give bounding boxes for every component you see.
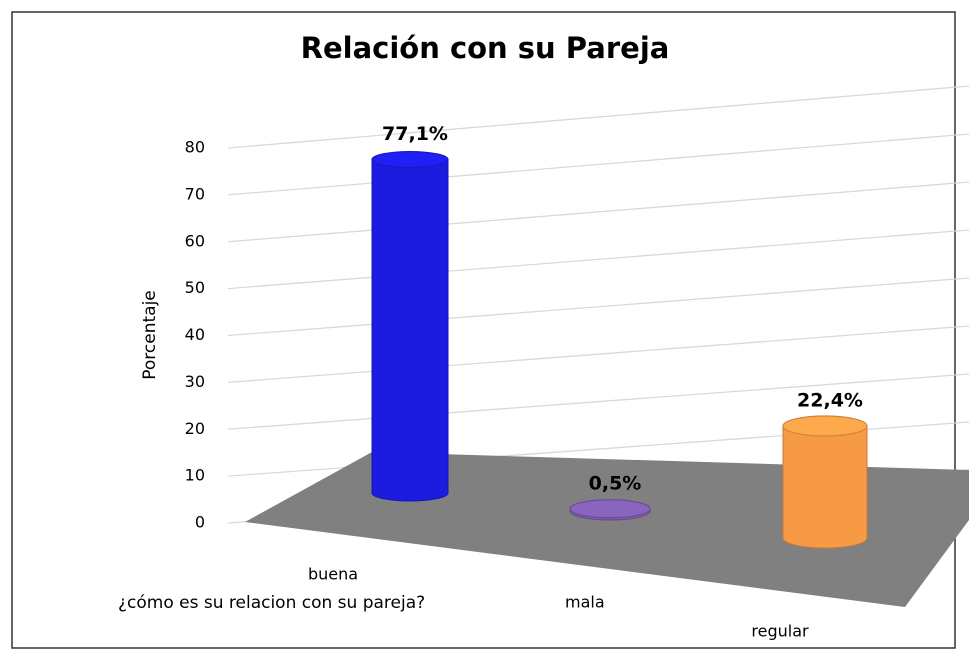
value-label: 22,4% (797, 390, 863, 412)
value-label: 77,1% (382, 123, 448, 145)
grid-line (227, 373, 969, 430)
bar-body (782, 425, 868, 549)
y-tick-label: 10 (185, 466, 205, 485)
y-tick-label: 60 (185, 231, 205, 250)
bar (782, 415, 868, 549)
bar (371, 150, 449, 502)
y-tick-label: 80 (185, 138, 205, 157)
bar (569, 499, 651, 521)
chart-title: Relación con su Pareja (301, 31, 670, 65)
y-tick-label: 20 (185, 419, 205, 438)
x-axis-label: ¿cómo es su relacion con su pareja? (118, 593, 425, 613)
x-tick-label: mala (565, 593, 605, 612)
x-tick-label: buena (308, 565, 358, 584)
bar-body (371, 159, 449, 502)
bar-top (569, 499, 651, 519)
grid-line (227, 85, 969, 149)
y-tick-label: 0 (195, 513, 205, 532)
bar-top (782, 415, 868, 437)
grid-line (227, 277, 969, 337)
grid-line (227, 325, 969, 384)
y-axis-label: Porcentaje (140, 290, 160, 380)
bar-top (371, 150, 449, 169)
value-label: 0,5% (589, 472, 642, 494)
y-tick-label: 40 (185, 325, 205, 344)
y-tick-label: 70 (185, 184, 205, 203)
grid-line (227, 133, 969, 196)
x-tick-label: regular (751, 622, 809, 641)
y-tick-label: 50 (185, 278, 205, 297)
y-tick-label: 30 (185, 372, 205, 391)
grid-line (227, 181, 969, 243)
grid-line (227, 229, 969, 290)
